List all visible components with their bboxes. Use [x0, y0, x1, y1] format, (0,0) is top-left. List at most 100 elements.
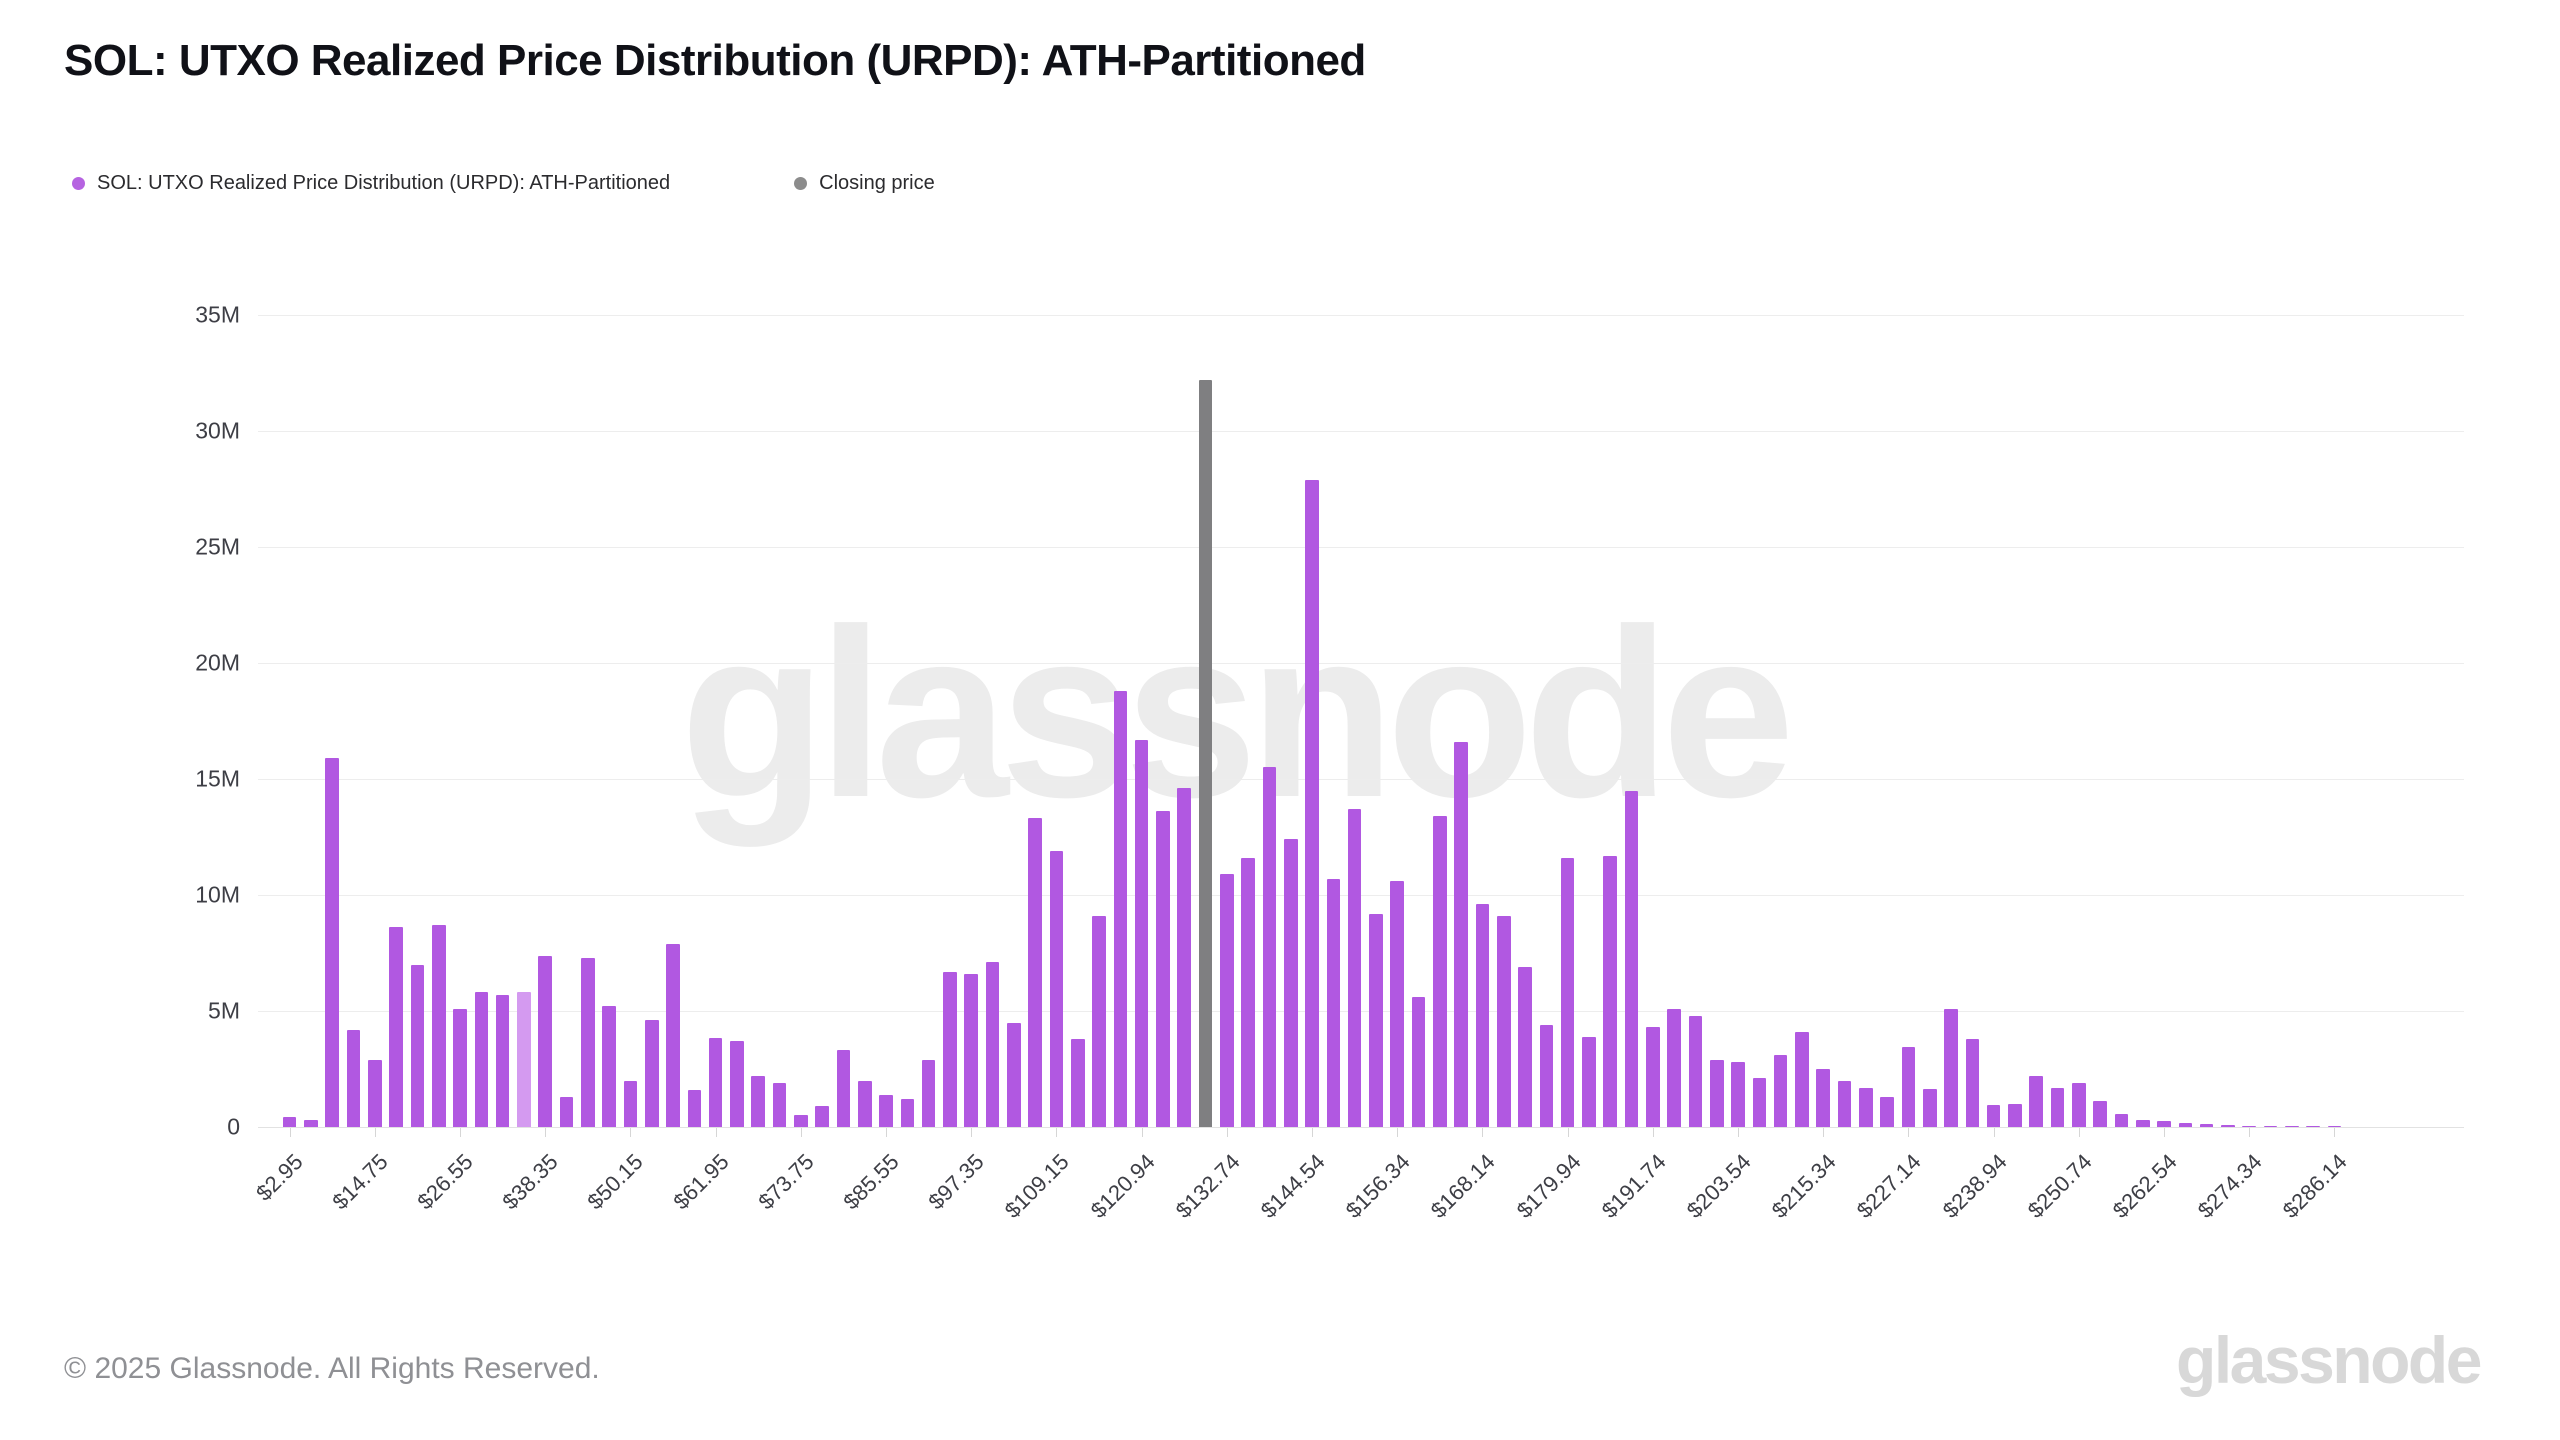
bar-urpd[interactable]	[1283, 839, 1298, 1127]
bar-urpd[interactable]	[2306, 1126, 2320, 1127]
bar-urpd[interactable]	[1965, 1038, 1980, 1127]
legend-item-urpd[interactable]: SOL: UTXO Realized Price Distribution (U…	[72, 172, 670, 195]
bar-urpd[interactable]	[1624, 790, 1639, 1127]
bar-urpd[interactable]	[1986, 1104, 2001, 1127]
bar-urpd[interactable]	[921, 1059, 936, 1127]
bar-urpd[interactable]	[964, 973, 979, 1127]
bar-urpd[interactable]	[1177, 788, 1192, 1127]
bar-urpd[interactable]	[2093, 1101, 2107, 1127]
bar-urpd[interactable]	[1454, 741, 1468, 1127]
bar-urpd[interactable]	[1582, 1036, 1596, 1127]
bar-urpd[interactable]	[2285, 1126, 2299, 1127]
bar-urpd[interactable]	[453, 1008, 467, 1127]
bar-urpd[interactable]	[1795, 1031, 1809, 1127]
bar-urpd[interactable]	[1880, 1096, 1894, 1127]
bar-urpd[interactable]	[1134, 739, 1149, 1127]
bar-urpd[interactable]	[474, 992, 489, 1127]
bar-urpd[interactable]	[1667, 1008, 1681, 1127]
bar-urpd[interactable]	[2114, 1114, 2129, 1127]
bar-urpd[interactable]	[368, 1059, 382, 1127]
bar-urpd[interactable]	[879, 1094, 893, 1127]
bar-urpd[interactable]	[644, 1020, 659, 1127]
bar-urpd[interactable]	[2050, 1087, 2065, 1127]
bar-urpd[interactable]	[1752, 1078, 1767, 1127]
bar-urpd[interactable]	[1539, 1024, 1554, 1127]
bar-urpd[interactable]	[2242, 1125, 2257, 1127]
bar-urpd[interactable]	[1816, 1069, 1831, 1127]
bar-urpd[interactable]	[389, 927, 403, 1127]
bar-urpd[interactable]	[495, 994, 510, 1127]
bar-urpd[interactable]	[581, 957, 595, 1127]
bar-urpd[interactable]	[1496, 915, 1511, 1127]
bar-urpd[interactable]	[1347, 809, 1362, 1127]
bar-urpd[interactable]	[1007, 1022, 1021, 1127]
bar-urpd[interactable]	[1475, 904, 1490, 1127]
bar-urpd[interactable]	[1390, 881, 1405, 1127]
bar-urpd[interactable]	[1411, 997, 1426, 1127]
bar-urpd[interactable]	[325, 758, 340, 1127]
bar-urpd[interactable]	[1859, 1087, 1873, 1127]
bar-urpd[interactable]	[1369, 913, 1383, 1127]
bar-closing-price[interactable]	[1198, 379, 1213, 1127]
bar-urpd[interactable]	[1049, 850, 1064, 1127]
bar-urpd-light[interactable]	[517, 992, 531, 1127]
bar-urpd[interactable]	[836, 1050, 851, 1127]
bar-urpd[interactable]	[1113, 690, 1128, 1127]
bar-urpd[interactable]	[666, 943, 680, 1127]
bar-urpd[interactable]	[1326, 878, 1341, 1127]
bar-urpd[interactable]	[1305, 479, 1319, 1127]
bar-urpd[interactable]	[1837, 1080, 1852, 1127]
bar-urpd[interactable]	[2327, 1126, 2342, 1127]
bar-urpd[interactable]	[772, 1082, 787, 1127]
bar-urpd[interactable]	[431, 925, 446, 1127]
bar-urpd[interactable]	[1070, 1038, 1085, 1127]
bar-urpd[interactable]	[1560, 857, 1575, 1127]
bar-urpd[interactable]	[2221, 1125, 2235, 1127]
bar-urpd[interactable]	[623, 1080, 638, 1127]
bar-urpd[interactable]	[1028, 818, 1042, 1127]
bar-urpd[interactable]	[943, 971, 957, 1127]
bar-urpd[interactable]	[2178, 1122, 2193, 1127]
bar-urpd[interactable]	[2029, 1075, 2044, 1127]
bar-urpd[interactable]	[304, 1120, 318, 1127]
bar-urpd[interactable]	[2157, 1120, 2171, 1127]
bar-urpd[interactable]	[794, 1115, 808, 1127]
bar-urpd[interactable]	[2199, 1124, 2214, 1127]
bar-urpd[interactable]	[687, 1089, 702, 1127]
bar-urpd[interactable]	[282, 1116, 297, 1127]
bar-urpd[interactable]	[1241, 857, 1255, 1127]
bar-urpd[interactable]	[815, 1106, 829, 1127]
bar-urpd[interactable]	[708, 1037, 723, 1127]
bar-urpd[interactable]	[751, 1075, 766, 1127]
bar-urpd[interactable]	[2263, 1125, 2278, 1127]
bar-urpd[interactable]	[1646, 1027, 1660, 1127]
bar-urpd[interactable]	[1901, 1046, 1916, 1127]
bar-urpd[interactable]	[1518, 966, 1532, 1127]
bar-urpd[interactable]	[559, 1096, 574, 1127]
bar-urpd[interactable]	[1262, 767, 1277, 1127]
bar-urpd[interactable]	[1433, 816, 1447, 1127]
bar-urpd[interactable]	[2008, 1103, 2022, 1127]
bar-urpd[interactable]	[1092, 915, 1106, 1127]
bar-urpd[interactable]	[985, 962, 1000, 1127]
bar-urpd[interactable]	[1709, 1059, 1724, 1127]
bar-urpd[interactable]	[1220, 874, 1234, 1127]
bar-urpd[interactable]	[1731, 1062, 1745, 1127]
bar-urpd[interactable]	[900, 1099, 915, 1127]
y-axis-label-20M: 20M	[195, 649, 240, 676]
bar-urpd[interactable]	[1773, 1055, 1788, 1127]
bar-urpd[interactable]	[602, 1006, 616, 1127]
bar-urpd[interactable]	[730, 1041, 744, 1127]
bar-urpd[interactable]	[1603, 855, 1618, 1127]
bar-urpd[interactable]	[1922, 1088, 1937, 1127]
bar-urpd[interactable]	[1944, 1008, 1958, 1127]
legend-item-closing-price[interactable]: Closing price	[794, 172, 935, 195]
bar-urpd[interactable]	[538, 956, 553, 1127]
bar-urpd[interactable]	[1156, 811, 1170, 1127]
bar-urpd[interactable]	[857, 1080, 872, 1127]
bar-urpd[interactable]	[1688, 1015, 1703, 1127]
bar-urpd[interactable]	[346, 1029, 361, 1127]
bar-urpd[interactable]	[410, 964, 425, 1127]
bar-urpd[interactable]	[2072, 1082, 2086, 1127]
bar-urpd[interactable]	[2135, 1120, 2150, 1127]
